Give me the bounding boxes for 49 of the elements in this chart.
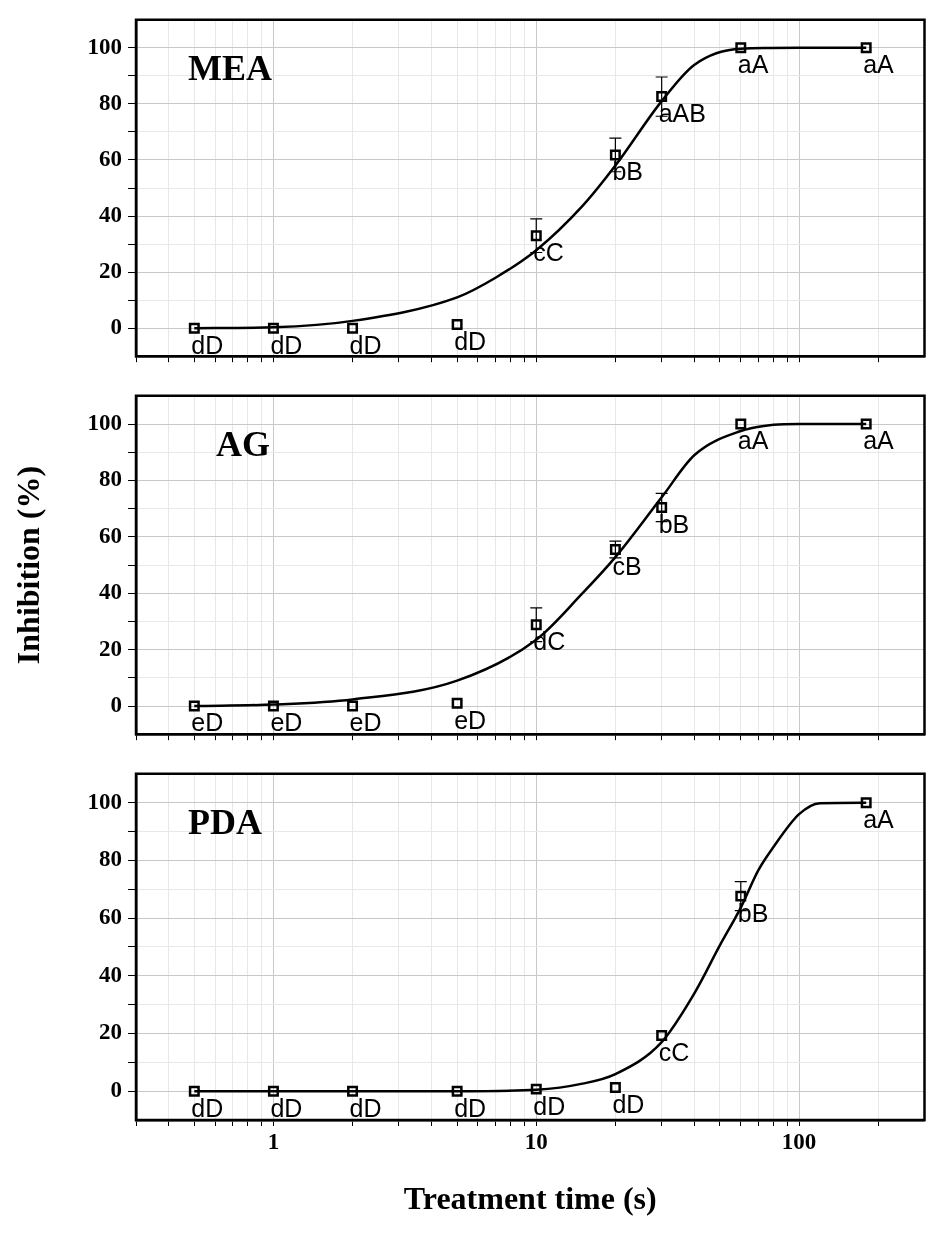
annotation: aA <box>863 426 895 455</box>
y-tick-label: 40 <box>99 961 122 987</box>
y-axis-title: Inhibition (%) <box>10 465 47 665</box>
annotation: aAB <box>658 99 706 127</box>
annotation: eD <box>454 705 487 734</box>
annotation: eD <box>270 708 303 737</box>
y-tick-label: 100 <box>87 788 122 814</box>
annotation: dD <box>191 330 224 359</box>
annotation: eD <box>349 708 382 737</box>
x-tick-label: 1 <box>267 1128 280 1154</box>
annotation: aA <box>737 50 769 79</box>
annotation: dD <box>349 1093 382 1122</box>
y-tick-label: 100 <box>87 409 122 435</box>
annotation: aA <box>863 805 895 834</box>
y-tick-label: 0 <box>110 1077 122 1103</box>
y-tick-label: 40 <box>99 201 122 227</box>
annotation: dD <box>533 1091 566 1120</box>
y-tick-label: 40 <box>99 579 122 605</box>
y-tick-label: 100 <box>87 33 122 59</box>
annotation: aA <box>737 426 769 455</box>
annotation: cC <box>658 1037 690 1066</box>
annotation: dD <box>454 326 487 355</box>
y-tick-label: 20 <box>99 258 122 284</box>
x-tick-label: 10 <box>524 1128 548 1154</box>
text: PDA <box>188 801 262 842</box>
annotation: cB <box>612 551 642 580</box>
y-tick-label: 0 <box>110 691 122 717</box>
annotation: dD <box>612 1089 645 1118</box>
text: MEA <box>188 47 272 88</box>
y-tick-label: 0 <box>110 314 122 340</box>
y-tick-label: 20 <box>99 635 122 661</box>
annotation: dD <box>270 330 303 359</box>
y-tick-label: 60 <box>99 145 122 171</box>
text: AG <box>216 423 270 464</box>
x-tick-label: 100 <box>781 1128 817 1154</box>
annotation: dD <box>191 1093 224 1122</box>
annotation: dD <box>454 1093 487 1122</box>
y-tick-label: 80 <box>99 89 122 115</box>
x-axis-title: Treatment time (s) <box>403 1180 657 1217</box>
y-tick-label: 80 <box>99 846 122 872</box>
annotation: aA <box>863 50 895 79</box>
annotation: eD <box>191 708 224 737</box>
annotation: bB <box>658 509 690 538</box>
y-tick-label: 20 <box>99 1019 122 1045</box>
y-tick-label: 80 <box>99 466 122 492</box>
annotation: dD <box>349 330 382 359</box>
y-tick-label: 60 <box>99 903 122 929</box>
y-tick-label: 60 <box>99 522 122 548</box>
annotation: dD <box>270 1093 303 1122</box>
